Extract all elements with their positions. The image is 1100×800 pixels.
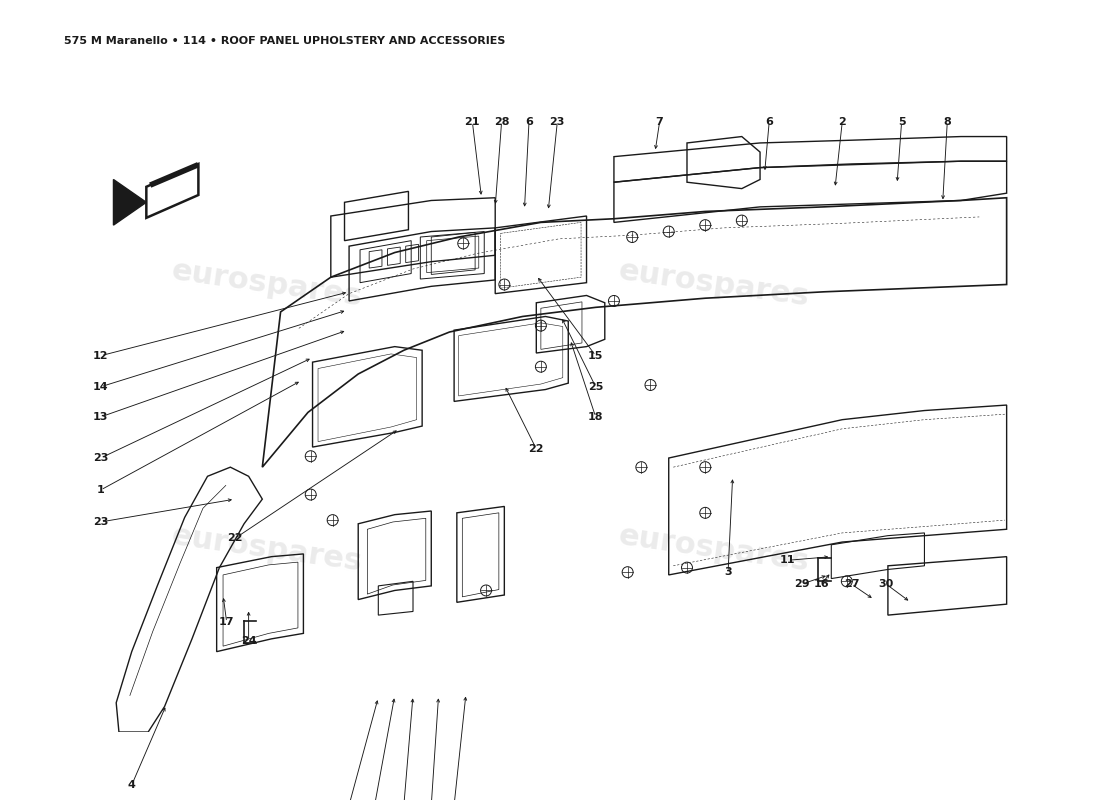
Text: 5: 5 xyxy=(898,117,905,127)
Text: eurospares: eurospares xyxy=(617,257,812,312)
Text: 1: 1 xyxy=(97,485,104,495)
Text: 8: 8 xyxy=(944,117,952,127)
Text: 2: 2 xyxy=(838,117,846,127)
Text: eurospares: eurospares xyxy=(617,522,812,577)
Text: 4: 4 xyxy=(128,780,135,790)
Text: 23: 23 xyxy=(94,517,109,527)
Text: 18: 18 xyxy=(587,412,604,422)
Text: 6: 6 xyxy=(525,117,532,127)
Text: 22: 22 xyxy=(529,444,544,454)
Text: 21: 21 xyxy=(464,117,480,127)
Text: 16: 16 xyxy=(813,579,829,589)
Text: 15: 15 xyxy=(588,350,604,361)
Text: eurospares: eurospares xyxy=(169,522,364,577)
Text: 13: 13 xyxy=(94,412,109,422)
Text: 23: 23 xyxy=(550,117,565,127)
Text: 6: 6 xyxy=(766,117,773,127)
Text: eurospares: eurospares xyxy=(169,257,364,312)
Text: 14: 14 xyxy=(92,382,109,392)
Text: 24: 24 xyxy=(241,636,256,646)
Text: 28: 28 xyxy=(494,117,509,127)
Text: 27: 27 xyxy=(844,579,859,589)
Text: 22: 22 xyxy=(228,534,243,543)
Text: 17: 17 xyxy=(219,618,234,627)
Text: 29: 29 xyxy=(794,579,810,589)
Polygon shape xyxy=(113,179,146,225)
Text: 12: 12 xyxy=(92,350,109,361)
Text: 30: 30 xyxy=(879,579,893,589)
Text: 25: 25 xyxy=(588,382,604,392)
Text: 11: 11 xyxy=(780,555,795,566)
Text: 7: 7 xyxy=(656,117,663,127)
Text: 3: 3 xyxy=(724,567,732,577)
Text: 23: 23 xyxy=(94,453,109,463)
Text: 575 M Maranello • 114 • ROOF PANEL UPHOLSTERY AND ACCESSORIES: 575 M Maranello • 114 • ROOF PANEL UPHOL… xyxy=(64,36,506,46)
